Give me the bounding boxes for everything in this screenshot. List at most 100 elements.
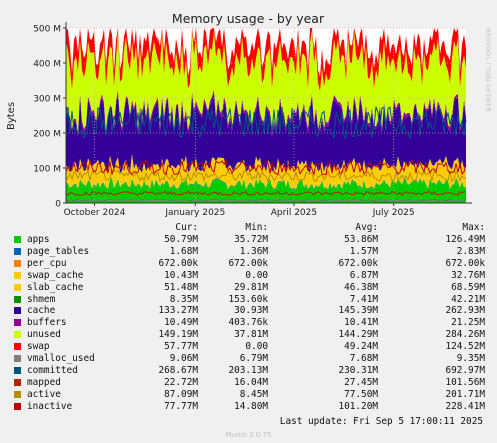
line-series bbox=[65, 106, 467, 202]
legend-name: active bbox=[27, 388, 61, 400]
x-tick-label: April 2025 bbox=[271, 208, 317, 218]
legend-name: inactive bbox=[27, 400, 73, 412]
legend-avg-value: 1.57M bbox=[349, 245, 378, 257]
legend-max-value: 692.97M bbox=[445, 364, 485, 376]
legend-avg-value: 46.38M bbox=[344, 281, 378, 293]
header-max: Max: bbox=[462, 222, 485, 233]
legend-avg-value: 7.68M bbox=[349, 353, 378, 364]
area-apps bbox=[66, 178, 466, 203]
legend-min-value: 153.60k bbox=[228, 293, 268, 305]
legend-max-value: 2.83M bbox=[456, 245, 485, 257]
legend-cur-value: 22.72M bbox=[164, 376, 198, 388]
legend-cur-value: 77.77M bbox=[164, 400, 198, 412]
legend-row-vmalloc-used: vmalloc_used 9.06M 6.79M 7.68M 9.35M bbox=[0, 353, 497, 365]
legend-max-value: 126.49M bbox=[445, 234, 485, 245]
legend-avg-value: 10.41M bbox=[344, 317, 378, 329]
legend-name: vmalloc_used bbox=[27, 353, 95, 364]
legend-swatch bbox=[14, 402, 21, 410]
legend-avg-value: 101.20M bbox=[338, 400, 378, 412]
area-swap-cache bbox=[66, 174, 466, 190]
legend-max-value: 201.71M bbox=[445, 388, 485, 400]
legend-max-value: 68.59M bbox=[451, 281, 485, 293]
legend-swatch bbox=[14, 390, 21, 398]
legend-avg-value: 53.86M bbox=[344, 234, 378, 245]
line-inactive bbox=[65, 159, 467, 177]
legend-min-value: 0.00 bbox=[245, 341, 268, 353]
legend-row-inactive: inactive 77.77M 14.80M 101.20M 228.41M bbox=[0, 401, 497, 413]
legend-swatch bbox=[14, 259, 21, 267]
legend-header: Cur: Min: Avg: Max: bbox=[0, 222, 497, 234]
y-tick-label: 100 M bbox=[33, 165, 61, 175]
legend-min-value: 35.72M bbox=[234, 234, 268, 245]
y-tick-label: 0 bbox=[55, 200, 61, 210]
area-swap bbox=[66, 28, 466, 91]
legend-swatch bbox=[14, 283, 21, 291]
legend-row-swap-cache: swap_cache 10.43M 0.00 6.87M 32.76M bbox=[0, 270, 497, 282]
line-mapped bbox=[65, 190, 467, 196]
legend-swatch bbox=[14, 271, 21, 279]
legend-row-mapped: mapped 22.72M 16.04M 27.45M 101.56M bbox=[0, 377, 497, 389]
legend-min-value: 29.81M bbox=[234, 281, 268, 293]
legend-name: shmem bbox=[27, 293, 56, 305]
legend-min-value: 1.36M bbox=[239, 245, 268, 257]
y-axis-label: Bytes bbox=[6, 102, 17, 130]
legend-max-value: 228.41M bbox=[445, 400, 485, 412]
legend-min-value: 30.93M bbox=[234, 305, 268, 317]
legend-cur-value: 9.06M bbox=[169, 353, 198, 364]
legend-avg-value: 672.00k bbox=[338, 257, 378, 269]
legend-swatch bbox=[14, 295, 21, 303]
legend-cur-value: 51.48M bbox=[164, 281, 198, 293]
legend-cur-value: 268.67M bbox=[158, 364, 198, 376]
legend-avg-value: 77.50M bbox=[344, 388, 378, 400]
legend-swatch bbox=[14, 319, 21, 327]
legend-name: mapped bbox=[27, 376, 61, 388]
legend-min-value: 403.76k bbox=[228, 317, 268, 329]
legend-swatch bbox=[14, 331, 21, 339]
legend-row-per-cpu: per_cpu 672.00k 672.00k 672.00k 672.00k bbox=[0, 258, 497, 270]
legend-max-value: 101.56M bbox=[445, 376, 485, 388]
legend-swatch bbox=[14, 307, 21, 315]
legend-avg-value: 49.24M bbox=[344, 341, 378, 353]
axes: 0 100 M 200 M 300 M 400 M 500 M October 2024 Ja… bbox=[33, 22, 472, 218]
legend-row-apps: apps 50.79M 35.72M 53.86M 126.49M bbox=[0, 234, 497, 246]
legend-avg-value: 6.87M bbox=[349, 269, 378, 281]
legend-row-unused: unused 149.19M 37.81M 144.29M 284.26M bbox=[0, 329, 497, 341]
y-tick-label: 200 M bbox=[33, 130, 61, 140]
y-tick-label: 500 M bbox=[33, 25, 61, 35]
legend-avg-value: 27.45M bbox=[344, 376, 378, 388]
legend-name: unused bbox=[27, 329, 61, 341]
legend-name: apps bbox=[27, 234, 50, 245]
legend-row-page-tables: page_tables 1.68M 1.36M 1.57M 2.83M bbox=[0, 246, 497, 258]
legend-swatch bbox=[14, 355, 21, 362]
legend-min-value: 0.00 bbox=[245, 269, 268, 281]
stacked-areas bbox=[66, 28, 466, 203]
legend-name: committed bbox=[27, 364, 78, 376]
legend-min-value: 16.04M bbox=[234, 376, 268, 388]
legend-name: buffers bbox=[27, 317, 67, 329]
y-tick-label: 300 M bbox=[33, 95, 61, 105]
rrdtool-credit: RRDTOOL / TOBI OETIKER bbox=[484, 28, 492, 112]
header-avg: Avg: bbox=[355, 222, 378, 233]
area-unused bbox=[66, 29, 466, 133]
legend-name: swap_cache bbox=[27, 269, 84, 281]
line-active bbox=[65, 169, 467, 183]
legend-min-value: 37.81M bbox=[234, 329, 268, 341]
legend-cur-value: 1.68M bbox=[169, 245, 198, 257]
legend-cur-value: 8.35M bbox=[169, 293, 198, 305]
y-tick-label: 400 M bbox=[33, 60, 61, 70]
legend-max-value: 21.25M bbox=[451, 317, 485, 329]
legend-min-value: 672.00k bbox=[228, 257, 268, 269]
munin-version: Munin 2.0.75 bbox=[225, 431, 272, 439]
legend-max-value: 42.21M bbox=[451, 293, 485, 305]
legend-max-value: 284.26M bbox=[445, 329, 485, 341]
legend-avg-value: 230.31M bbox=[338, 364, 378, 376]
area-cache bbox=[66, 92, 466, 174]
legend-avg-value: 144.29M bbox=[338, 329, 378, 341]
legend-cur-value: 10.43M bbox=[164, 269, 198, 281]
legend-cur-value: 50.79M bbox=[164, 234, 198, 245]
legend-avg-value: 7.41M bbox=[349, 293, 378, 305]
legend-cur-value: 57.77M bbox=[164, 341, 198, 353]
x-tick-label: October 2024 bbox=[64, 208, 126, 218]
chart-title: Memory usage - by year bbox=[172, 11, 325, 26]
